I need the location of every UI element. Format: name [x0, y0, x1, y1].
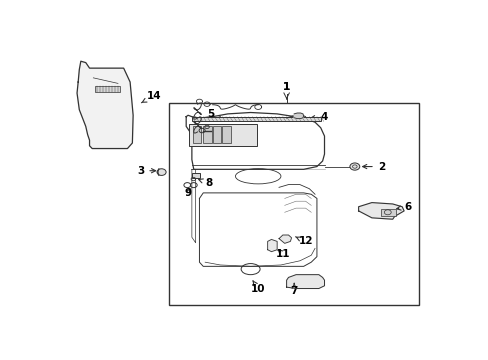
- Bar: [381, 209, 395, 216]
- Polygon shape: [267, 239, 277, 252]
- Text: 9: 9: [184, 188, 191, 198]
- Bar: [169, 103, 418, 305]
- Text: 11: 11: [275, 249, 289, 259]
- Circle shape: [157, 169, 166, 175]
- Bar: [193, 126, 201, 143]
- Text: 1: 1: [283, 82, 290, 92]
- Bar: [212, 126, 221, 143]
- Bar: [95, 86, 120, 92]
- Polygon shape: [358, 203, 403, 219]
- Text: 14: 14: [141, 91, 161, 103]
- Text: 2: 2: [362, 162, 384, 172]
- Text: 3: 3: [137, 166, 155, 176]
- Bar: [191, 117, 320, 121]
- Text: 7: 7: [290, 283, 297, 296]
- Text: 4: 4: [310, 112, 327, 122]
- Text: 6: 6: [396, 202, 411, 212]
- Text: 13: 13: [201, 138, 216, 148]
- Bar: [189, 123, 257, 146]
- Polygon shape: [286, 275, 324, 288]
- Polygon shape: [279, 235, 291, 243]
- Bar: [191, 173, 200, 177]
- Text: 8: 8: [198, 178, 212, 188]
- Text: 1: 1: [283, 82, 290, 92]
- Bar: [222, 126, 230, 143]
- Polygon shape: [294, 113, 303, 118]
- Polygon shape: [77, 61, 133, 149]
- Text: 12: 12: [295, 237, 312, 246]
- Text: 10: 10: [250, 281, 265, 293]
- Circle shape: [349, 163, 359, 170]
- Bar: [203, 126, 211, 143]
- Text: 5: 5: [207, 109, 222, 120]
